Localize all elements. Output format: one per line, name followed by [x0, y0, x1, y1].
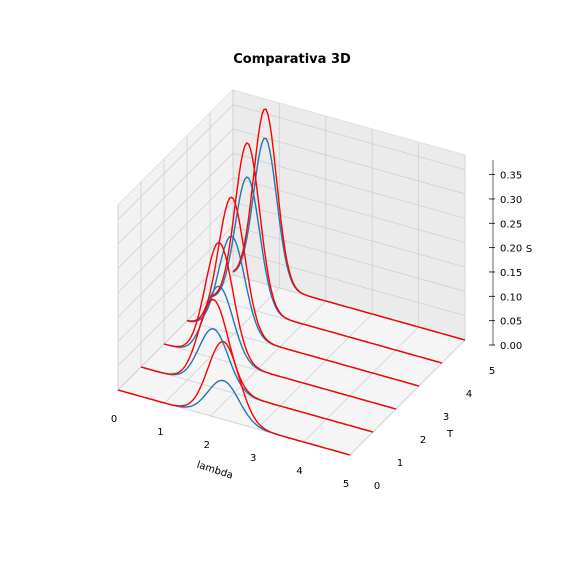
axis-panes — [117, 88, 466, 456]
grid-line-z-left — [117, 250, 234, 366]
grid-line-z-left — [117, 153, 234, 269]
grid-line-x-floor — [256, 313, 373, 430]
grid-line-z-left — [117, 226, 234, 342]
grid-line-z-right — [232, 201, 466, 268]
z-tick-label: 0.25 — [500, 219, 522, 230]
series-line — [140, 298, 374, 433]
grid-line-z-left — [117, 201, 234, 318]
x-tick-label: 1 — [157, 427, 163, 438]
series-1 — [117, 108, 466, 456]
x-tick-label: 2 — [204, 440, 210, 451]
x-tick-label: 5 — [343, 479, 349, 490]
grid-line-z-left — [117, 274, 234, 391]
y-tick-label: 4 — [466, 389, 472, 400]
series-line — [163, 241, 397, 410]
x-tick-label: 3 — [250, 453, 256, 464]
grid-line-x-floor — [164, 287, 280, 404]
z-tick-label: 0.05 — [500, 317, 522, 328]
y-tick-label: 2 — [420, 435, 426, 446]
grid-line-z-right — [232, 104, 466, 170]
z-tick-label: 0.10 — [500, 292, 522, 303]
series-line — [186, 196, 420, 387]
y-tick-label: 3 — [443, 412, 449, 423]
y-tick-label: 0 — [374, 481, 380, 492]
grid-line-z-right — [232, 225, 466, 292]
z-tick-label: 0.35 — [500, 171, 522, 182]
chart-title: Comparativa 3D — [233, 52, 351, 67]
series-line — [232, 108, 466, 341]
grid-line-z-left — [117, 104, 234, 220]
y-axis-label: T — [446, 429, 454, 440]
y-tick-label: 1 — [397, 458, 403, 469]
x-axis-label: lambda — [195, 460, 234, 482]
grid-line-x-floor — [210, 300, 327, 417]
grid-line-z-right — [232, 250, 466, 317]
z-tick-label: 0.20 — [500, 244, 522, 255]
grid-line-z-left — [117, 177, 234, 293]
z-tick-label: 0.15 — [500, 268, 522, 279]
series-group — [117, 108, 466, 456]
grid-line-z-right — [232, 177, 466, 244]
grid-line-x-floor — [349, 339, 466, 456]
grid-line-z-left — [117, 128, 234, 245]
series-line — [209, 142, 443, 364]
y-tick-label: 5 — [489, 366, 495, 377]
x-tick-label: 4 — [296, 466, 302, 477]
z-axis-label: S — [526, 244, 532, 255]
axis-ticks: 0 1 2 3 4 5 0 1 2 3 4 5 0.00 0.05 0.10 0.15 0.20 0.25 0.30… — [111, 160, 522, 492]
z-tick-label: 0.30 — [500, 195, 522, 206]
x-tick-label: 0 — [111, 414, 117, 425]
z-tick-label: 0.00 — [500, 341, 522, 352]
grid-line-x-floor — [303, 326, 419, 443]
